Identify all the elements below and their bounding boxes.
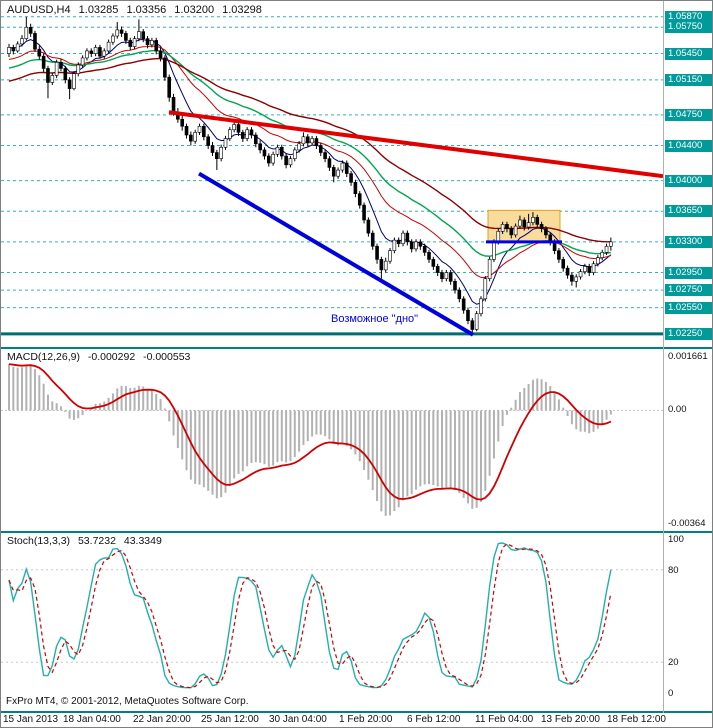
price-level-label: 1.03300 bbox=[665, 235, 712, 248]
price-axis[interactable]: 1.05870 1.05750 1.05450 1.05150 1.04750 1.044… bbox=[1, 1, 712, 347]
copyright: FxPro MT4, © 2001-2012, MetaQuotes Softw… bbox=[6, 696, 249, 707]
macd-axis-max: 0.001661 bbox=[668, 351, 708, 362]
macd-histogram bbox=[8, 364, 612, 516]
price-level-label: 1.05450 bbox=[665, 47, 712, 60]
price-level-label: 1.05150 bbox=[665, 73, 712, 86]
chart-title: AUDUSD,H4 1.03285 1.03356 1.03200 1.0329… bbox=[7, 4, 267, 16]
stoch-axis-0: 0 bbox=[668, 688, 674, 699]
possible-bottom-annotation: Возможное "дно" bbox=[331, 312, 419, 325]
stoch-axis-20: 20 bbox=[668, 657, 679, 669]
macd-name: MACD(12,26,9) bbox=[7, 351, 80, 363]
panel-separator bbox=[1, 711, 712, 713]
price-level-label: 1.02550 bbox=[665, 301, 712, 314]
stoch-k-value: 53.7232 bbox=[77, 535, 116, 547]
grid-lines bbox=[1, 16, 663, 336]
time-label: 25 Jan 12:00 bbox=[201, 714, 259, 725]
stoch-d-value: 43.3349 bbox=[123, 535, 162, 547]
macd-main-value: -0.000292 bbox=[87, 351, 136, 363]
blue-trendline bbox=[197, 171, 475, 337]
axis-divider bbox=[663, 1, 664, 713]
macd-signal-value: -0.000553 bbox=[143, 351, 191, 363]
macd-axis-zero: 0.00 bbox=[668, 404, 687, 416]
price-level-label: 1.05870 bbox=[665, 10, 712, 23]
price-level-label: 1.02950 bbox=[665, 266, 712, 279]
quote-close: 1.03298 bbox=[222, 4, 262, 16]
quote-high: 1.03356 bbox=[126, 4, 167, 16]
price-level-label: 1.04000 bbox=[665, 174, 712, 187]
price-level-label: 1.04400 bbox=[665, 139, 712, 152]
panel-separator bbox=[1, 347, 712, 349]
time-label: 18 Jan 04:00 bbox=[63, 714, 121, 725]
time-label: 6 Feb 12:00 bbox=[407, 714, 461, 725]
stoch-name: Stoch(13,3,3) bbox=[7, 535, 71, 547]
time-axis[interactable]: 15 Jan 2013 18 Jan 04:00 22 Jan 20:00 25 Ja… bbox=[1, 713, 712, 727]
candlestick-chart[interactable] bbox=[1, 1, 713, 347]
macd-signal-line bbox=[8, 363, 612, 501]
time-label: 22 Jan 20:00 bbox=[133, 714, 191, 725]
panel-separator bbox=[1, 531, 712, 533]
time-label: 1 Feb 20:00 bbox=[339, 714, 393, 725]
stoch-d-line bbox=[8, 543, 612, 689]
stoch-label: Stoch(13,3,3) 53.7232 43.3349 bbox=[7, 535, 167, 547]
stoch-k-line bbox=[8, 542, 612, 689]
price-level-label: 1.02750 bbox=[665, 284, 712, 297]
stoch-axis-100: 100 bbox=[668, 534, 684, 545]
price-level-label: 1.05750 bbox=[665, 21, 712, 34]
red-trendline bbox=[168, 110, 664, 179]
macd-axis-min: -0.00364 bbox=[668, 518, 706, 529]
price-level-label: 1.03650 bbox=[665, 205, 712, 218]
candles bbox=[7, 16, 613, 333]
macd-panel[interactable]: MACD(12,26,9) -0.000292 -0.000553 0.0016… bbox=[1, 349, 713, 531]
stochastic-panel[interactable]: Stoch(13,3,3) 53.7232 43.3349 100 80 20 … bbox=[1, 533, 713, 711]
price-chart-panel[interactable]: AUDUSD,H4 1.03285 1.03356 1.03200 1.0329… bbox=[1, 1, 713, 347]
time-label: 30 Jan 04:00 bbox=[269, 714, 327, 725]
macd-label: MACD(12,26,9) -0.000292 -0.000553 bbox=[7, 351, 195, 363]
time-label: 18 Feb 12:00 bbox=[607, 714, 666, 725]
macd-chart[interactable] bbox=[1, 349, 713, 531]
price-level-label: 1.04750 bbox=[665, 108, 712, 121]
symbol-timeframe-label: AUDUSD,H4 bbox=[7, 4, 71, 16]
stochastic-chart[interactable] bbox=[1, 533, 713, 711]
ma-8 bbox=[8, 38, 612, 305]
ma-21 bbox=[8, 45, 612, 279]
stoch-axis-80: 80 bbox=[668, 564, 679, 576]
price-level-label: 1.02250 bbox=[665, 327, 712, 340]
quote-open: 1.03285 bbox=[78, 4, 119, 16]
time-label: 11 Feb 04:00 bbox=[475, 714, 534, 725]
quote-low: 1.03200 bbox=[174, 4, 215, 16]
time-label: 13 Feb 20:00 bbox=[541, 714, 600, 725]
time-label: 15 Jan 2013 bbox=[3, 714, 59, 725]
